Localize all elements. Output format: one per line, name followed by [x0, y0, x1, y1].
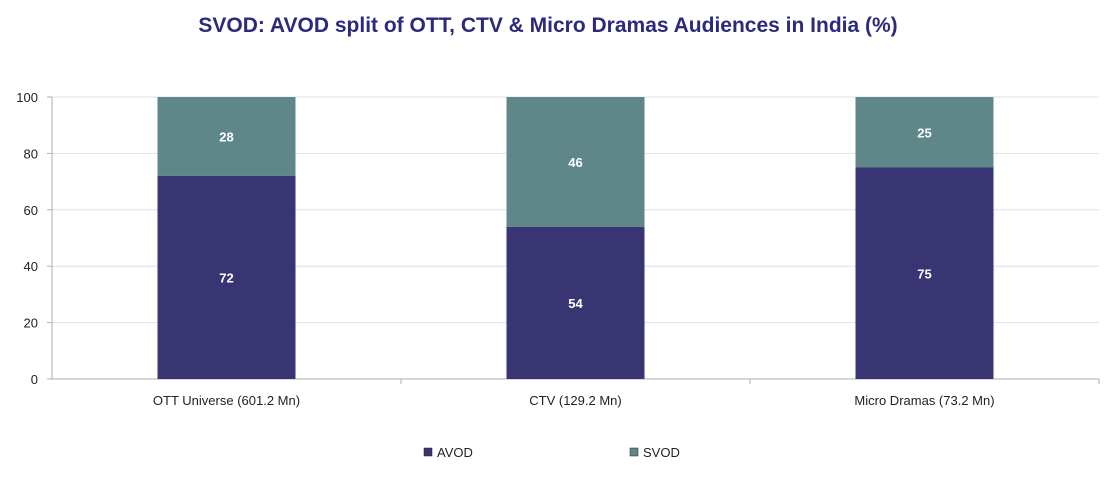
data-label: 46	[568, 155, 582, 170]
bar-svod	[506, 97, 645, 227]
chart-title: SVOD: AVOD split of OTT, CTV & Micro Dra…	[198, 14, 898, 37]
data-label: 72	[219, 270, 233, 285]
x-tick-label: Micro Dramas (73.2 Mn)	[854, 393, 994, 408]
legend-swatch-svod	[629, 447, 639, 457]
bar-svod	[855, 97, 994, 168]
bar-svod	[157, 97, 296, 176]
data-label: 25	[917, 125, 931, 140]
bar-avod	[506, 226, 645, 379]
y-tick-label: 60	[24, 203, 38, 218]
bar-avod	[157, 175, 296, 379]
y-tick-label: 40	[24, 259, 38, 274]
x-tick-label: CTV (129.2 Mn)	[529, 393, 621, 408]
y-tick-label: 80	[24, 146, 38, 161]
y-tick-label: 20	[24, 316, 38, 331]
legend-label: AVOD	[437, 445, 473, 460]
data-label: 54	[568, 296, 583, 311]
legend-swatch-avod	[423, 447, 433, 457]
bar-avod	[855, 167, 994, 379]
y-tick-label: 100	[16, 90, 38, 105]
data-label: 75	[917, 266, 931, 281]
x-tick-label: OTT Universe (601.2 Mn)	[153, 393, 300, 408]
y-tick-label: 0	[31, 372, 38, 387]
data-label: 28	[219, 129, 233, 144]
legend-label: SVOD	[643, 445, 680, 460]
